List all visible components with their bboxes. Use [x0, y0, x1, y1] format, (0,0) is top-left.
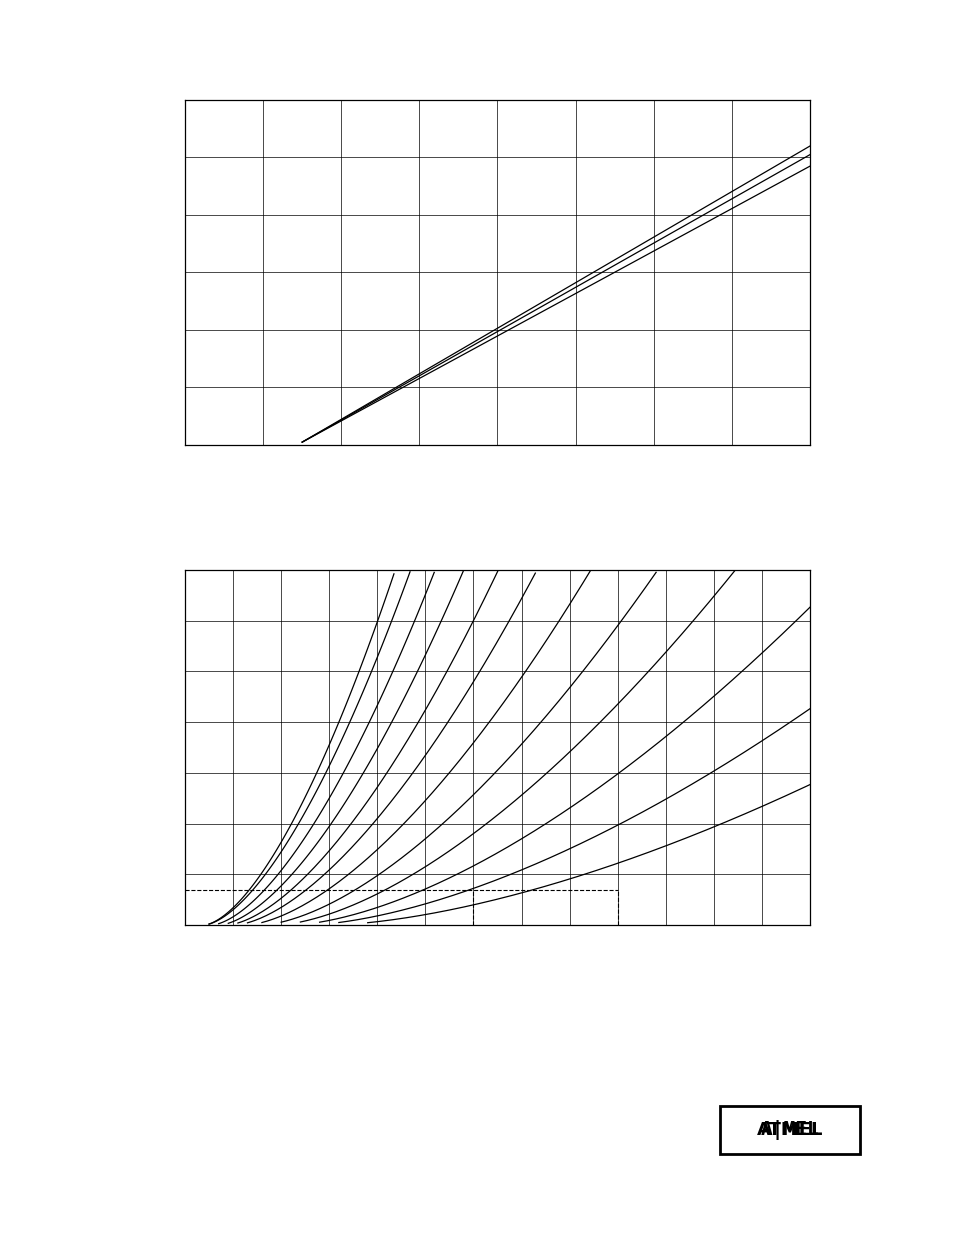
Text: A|MEL: A|MEL [760, 1120, 819, 1140]
Text: ATMEL: ATMEL [756, 1121, 822, 1139]
Bar [720, 1107, 859, 1153]
